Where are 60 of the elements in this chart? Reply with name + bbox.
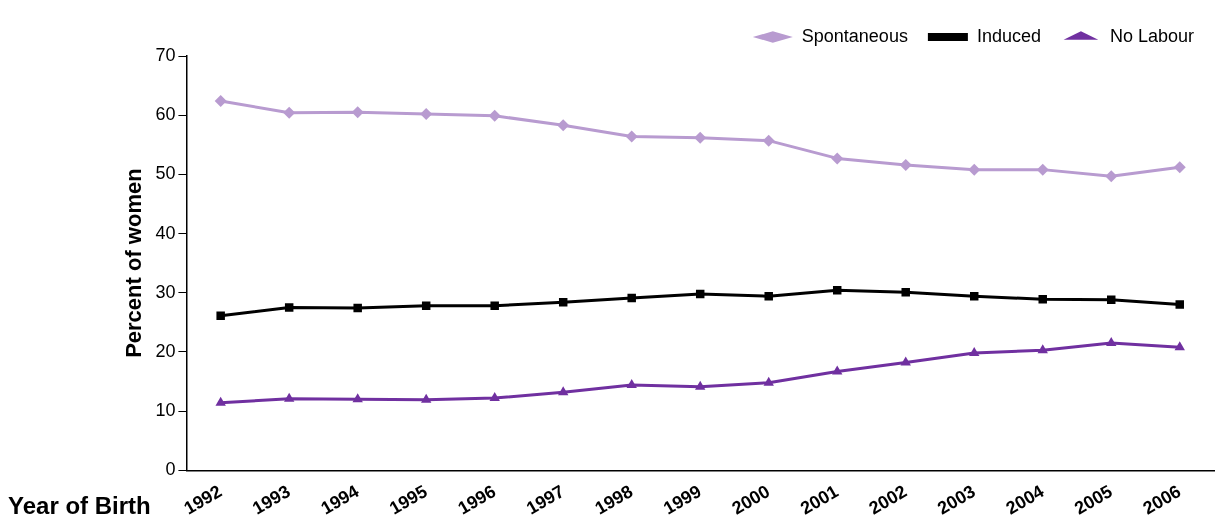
x-tick-label: 1993 <box>249 481 294 519</box>
point <box>627 293 636 303</box>
point <box>1174 341 1185 351</box>
point <box>558 386 569 396</box>
x-tick-label: 1999 <box>660 481 705 519</box>
point <box>901 287 910 297</box>
x-tick-label: 1997 <box>523 481 568 519</box>
y-tick-label: 20 <box>155 340 176 361</box>
legend-label: Spontaneous <box>801 25 908 46</box>
x-tick-label: 2004 <box>1002 481 1048 519</box>
point <box>284 303 294 312</box>
x-tick-label: 2005 <box>1071 481 1116 519</box>
point <box>900 356 911 366</box>
point <box>626 379 637 389</box>
y-tick-label: 0 <box>165 459 176 480</box>
point <box>832 286 842 295</box>
point <box>1038 294 1047 304</box>
point <box>489 392 500 402</box>
point <box>1106 337 1117 347</box>
point <box>1105 170 1118 183</box>
point <box>216 311 225 321</box>
x-tick-label: 2006 <box>1139 481 1185 519</box>
x-tick-label: 1998 <box>591 481 637 519</box>
point <box>969 347 980 357</box>
point <box>214 94 227 107</box>
x-tick-label: 1992 <box>180 481 226 519</box>
x-axis-title: Year of Birth <box>8 492 151 520</box>
y-tick-label: 60 <box>155 104 176 125</box>
y-axis-title: Percent of women <box>121 168 147 358</box>
y-tick-label: 40 <box>155 222 176 243</box>
y-tick-label: 70 <box>155 44 176 65</box>
x-tick-label: 1995 <box>386 481 431 519</box>
point <box>557 119 570 132</box>
legend-label: No Labour <box>1109 25 1195 46</box>
point <box>283 392 295 402</box>
point <box>420 393 432 403</box>
point <box>625 130 638 143</box>
x-tick-label: 1994 <box>317 481 363 519</box>
point <box>353 303 362 313</box>
point <box>1175 300 1184 309</box>
point <box>352 393 363 403</box>
point <box>1037 344 1048 354</box>
x-tick-label: 2001 <box>797 481 842 519</box>
x-tick-label: 2002 <box>865 481 911 519</box>
x-tick-label: 2000 <box>728 481 774 519</box>
y-tick-label: 50 <box>155 163 176 184</box>
y-tick-label: 10 <box>155 400 176 421</box>
point <box>969 292 979 301</box>
point <box>695 380 706 390</box>
y-tick-label: 30 <box>155 281 176 302</box>
point <box>831 152 844 165</box>
point <box>762 134 775 147</box>
point <box>490 301 499 310</box>
point <box>764 292 773 301</box>
x-tick-label: 2003 <box>934 481 979 519</box>
x-tick-label: 1996 <box>454 481 500 519</box>
point <box>215 396 226 406</box>
legend-label: Induced <box>976 25 1041 46</box>
point <box>1173 161 1186 174</box>
point <box>763 376 774 386</box>
